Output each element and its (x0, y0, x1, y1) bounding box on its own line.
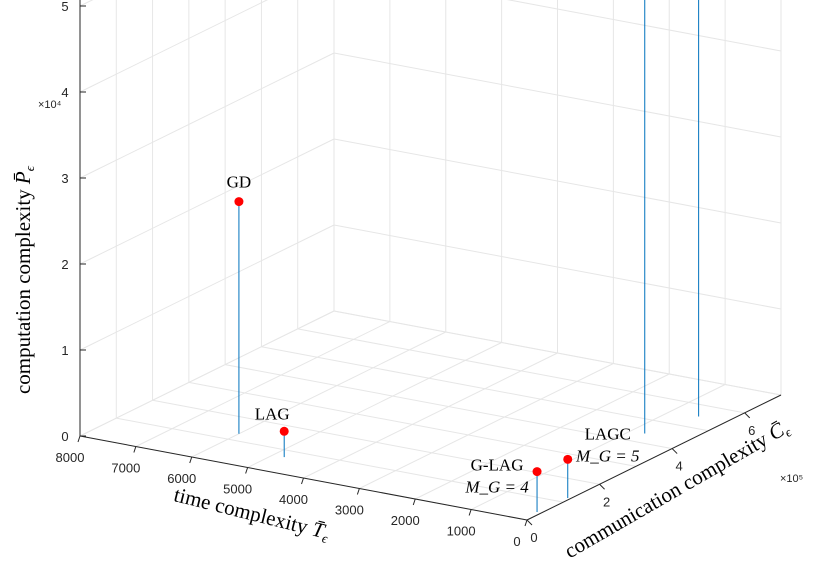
point-sublabel: M_G = 4 (464, 478, 529, 497)
x-tick-label: 1000 (447, 524, 476, 539)
z-tick-label: 5 (61, 0, 68, 14)
x-tick-mark (301, 477, 304, 485)
floor-grid-line (116, 417, 564, 503)
y-tick-mark (526, 519, 533, 526)
side-wall-grid-line (333, 224, 782, 310)
x-tick-label: 5000 (223, 482, 252, 497)
x-tick-label: 7000 (111, 461, 140, 476)
z-tick-label: 3 (61, 171, 68, 186)
point-label: LAG (255, 404, 290, 423)
back-wall-grid-line (79, 52, 335, 179)
x-tick-label: 2000 (391, 513, 420, 528)
grid-lines (79, 0, 782, 521)
x-tick-mark (189, 456, 193, 464)
point-label: LAGC (585, 424, 631, 443)
floor-grid-line (247, 342, 502, 468)
stems (238, 0, 700, 513)
y-axis-line (526, 394, 782, 521)
floor-grid-line (191, 331, 446, 458)
y-tick-mark (671, 448, 678, 454)
back-wall-grid-line (79, 0, 94, 7)
floor-grid-line (415, 373, 670, 500)
z-axis-label: computation complexity P̄ϵ (11, 165, 37, 394)
point-label: GD (227, 173, 252, 192)
data-point-marker (563, 454, 573, 464)
tick-labels: 0 1000 2000 3000 4000 5000 6000 7000 8000 0 2 4 6 0 1 2… (56, 0, 756, 549)
z-tick-label: 4 (61, 85, 68, 100)
data-point-marker (234, 197, 244, 207)
floor-grid-line (261, 346, 709, 432)
y-tick-mark (599, 483, 605, 490)
y-tick-mark (744, 412, 751, 419)
floor-grid-line (188, 381, 636, 467)
z-tick-label: 2 (61, 257, 68, 272)
side-wall-grid-line (333, 138, 782, 224)
floor-grid-line (152, 399, 600, 485)
point-sublabel: M_G = 5 (575, 446, 639, 465)
floor-grid-line (359, 363, 614, 489)
back-wall-grid-line (79, 224, 335, 351)
x-tick-label: 3000 (335, 503, 364, 518)
point-label: G-LAG (471, 456, 524, 475)
floor-grid-line (470, 384, 726, 510)
floor-grid-line (225, 364, 673, 450)
x-tick-label: 0 (513, 534, 520, 549)
back-wall-grid-line (79, 310, 335, 437)
y-tick-label: 4 (676, 459, 683, 474)
floor-grid-line (303, 352, 558, 479)
x-tick-label: 6000 (167, 471, 196, 486)
markers (234, 197, 573, 477)
back-wall-grid-line (79, 138, 335, 265)
y-tick-label: 0 (530, 530, 537, 545)
side-wall-grid-line (333, 310, 782, 396)
x-tick-mark (77, 435, 81, 443)
z-tick-label: 0 (61, 429, 68, 444)
z-multiplier: ×10⁴ (38, 99, 62, 111)
back-wall-grid-line (79, 0, 269, 93)
floor-grid-line (135, 321, 391, 447)
x-tick-mark (245, 467, 249, 474)
x-tick-mark (524, 519, 528, 527)
data-point-marker (532, 467, 542, 477)
y-multiplier: ×10⁵ (780, 473, 803, 485)
floor-grid-line (297, 328, 745, 414)
y-tick-label: 2 (603, 494, 610, 509)
x-tick-mark (412, 498, 416, 506)
axes (77, 0, 782, 527)
data-point-marker (279, 426, 289, 436)
y-tick-label: 6 (748, 423, 755, 438)
side-wall-grid-line (506, 0, 782, 52)
x-tick-mark (356, 488, 360, 495)
x-tick-mark (133, 446, 137, 453)
z-tick-label: 1 (61, 343, 68, 358)
x-tick-mark (468, 509, 472, 516)
x-tick-label: 4000 (279, 492, 308, 507)
side-wall-grid-line (333, 52, 782, 138)
x-tick-label: 8000 (56, 450, 85, 465)
